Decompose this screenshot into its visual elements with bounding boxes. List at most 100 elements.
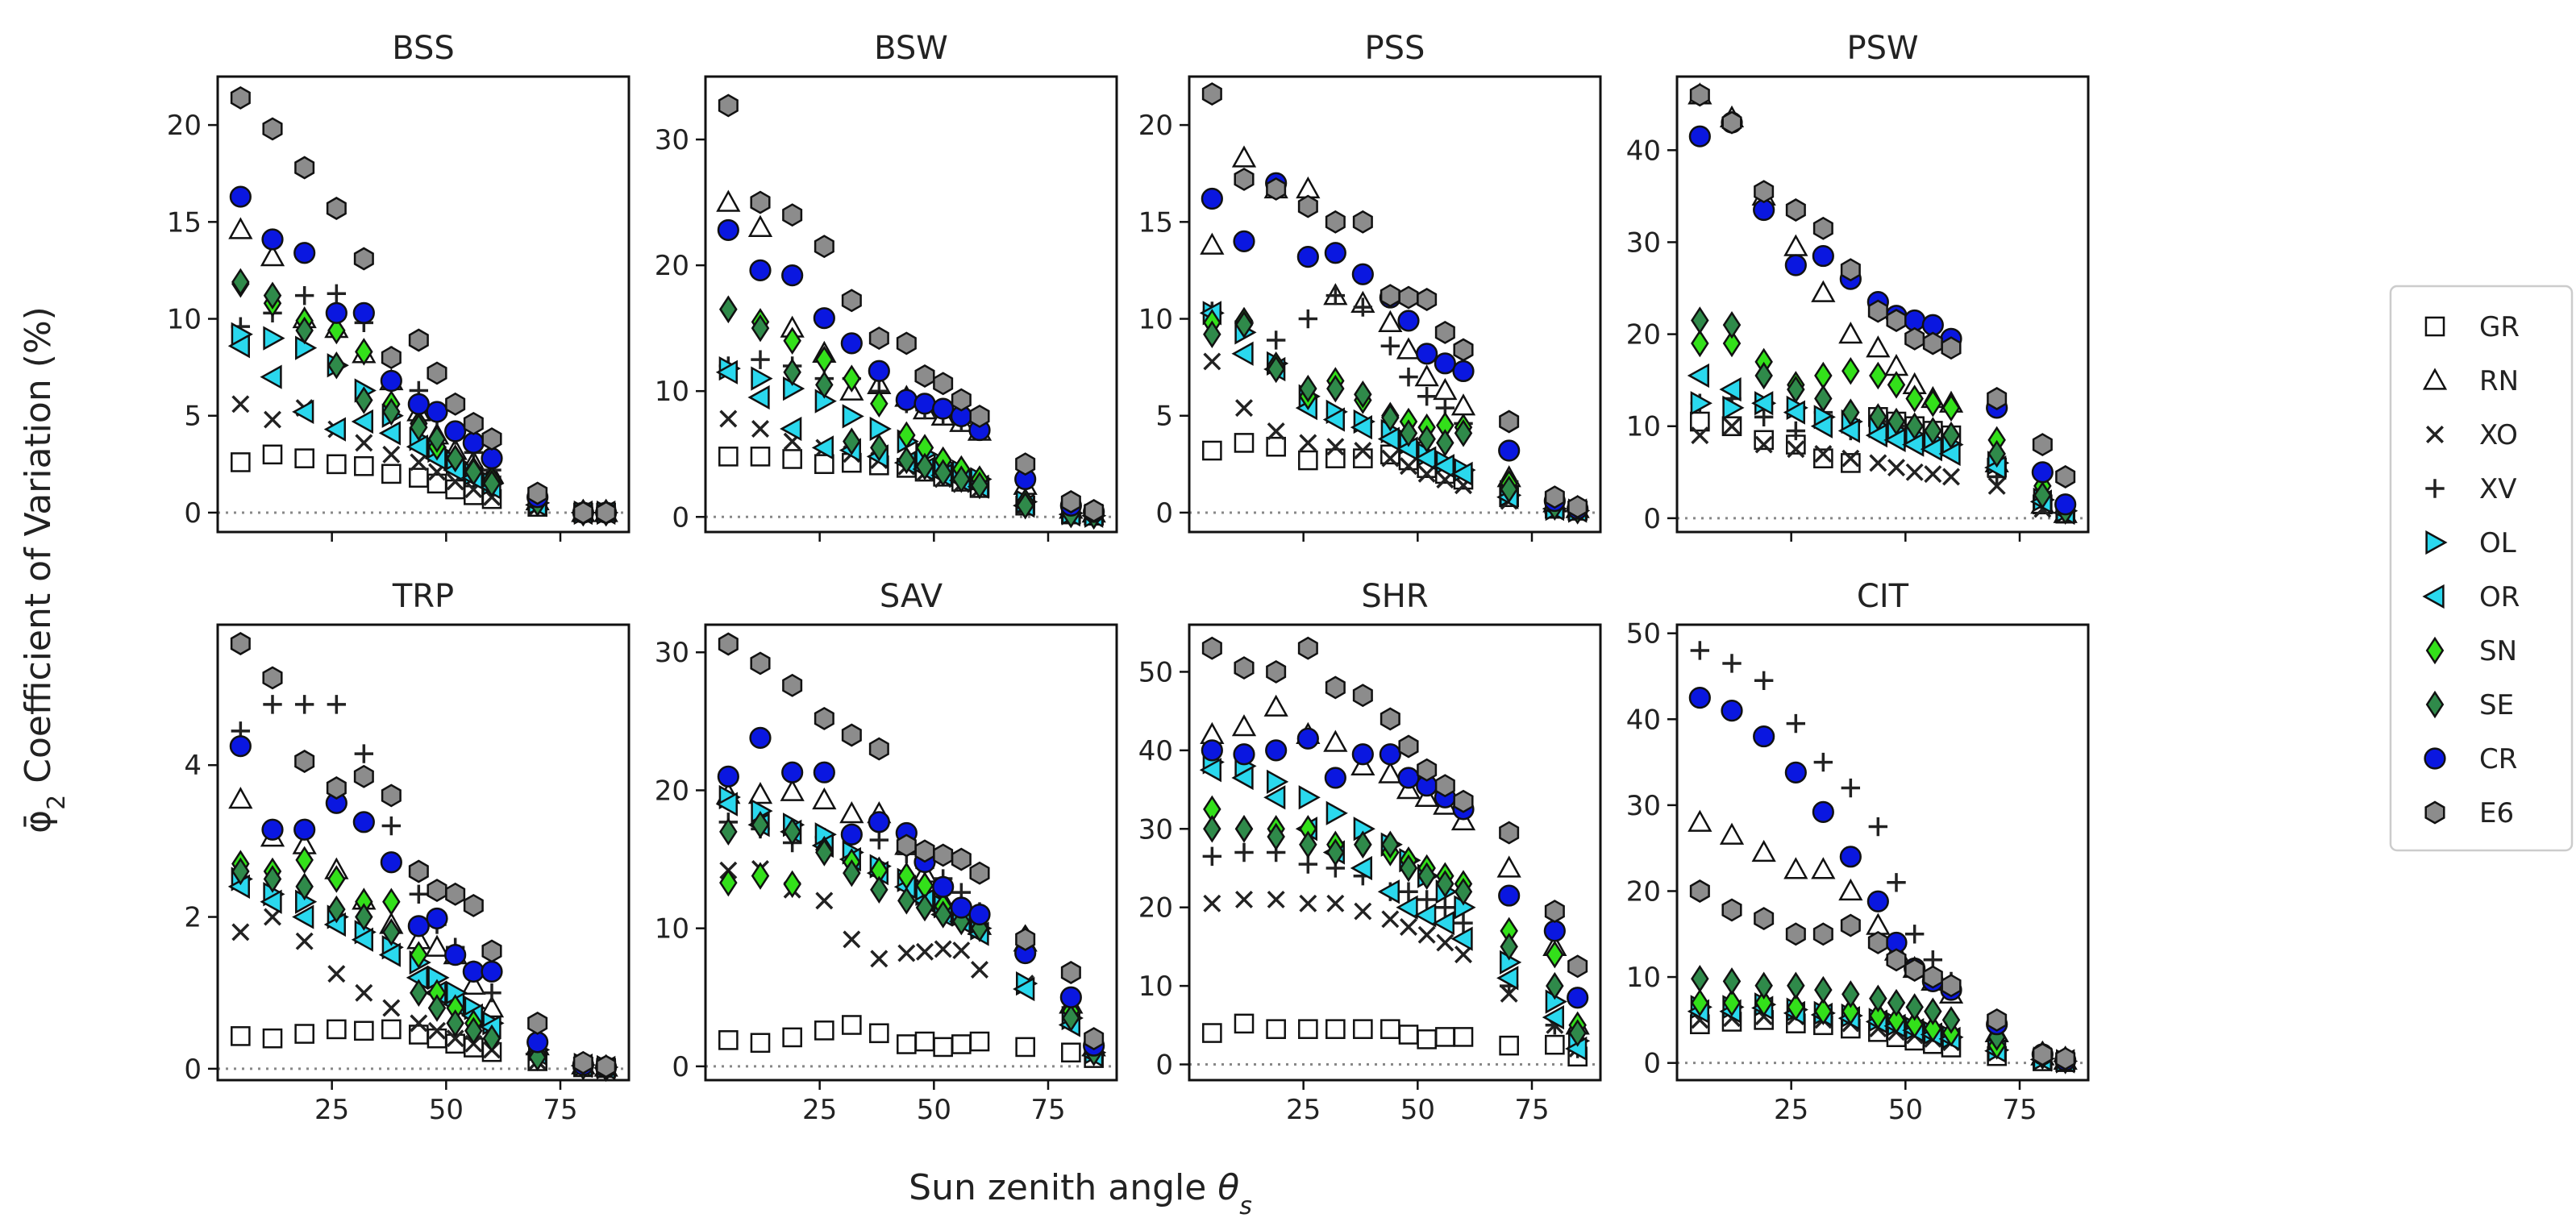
point-xv bbox=[1754, 407, 1774, 427]
point-se bbox=[1787, 971, 1805, 1000]
point-gr bbox=[1298, 450, 1318, 471]
panel-title: BSW bbox=[874, 30, 948, 67]
point-se bbox=[1869, 984, 1887, 1012]
panel-sav: SAV 0 10 20 30 25 50 75 bbox=[655, 578, 1118, 1126]
point-xo bbox=[1203, 894, 1221, 912]
point-rn bbox=[1811, 857, 1836, 879]
x-tick-label: 75 bbox=[2002, 1094, 2037, 1126]
point-e6 bbox=[1297, 194, 1318, 218]
data-markers bbox=[715, 94, 1107, 530]
point-e6 bbox=[463, 893, 484, 917]
legend-marker-e6 bbox=[2424, 800, 2445, 825]
y-tick-label: 20 bbox=[1626, 319, 1661, 351]
point-e6 bbox=[1398, 734, 1419, 759]
point-cr bbox=[1498, 884, 1521, 907]
point-or bbox=[351, 927, 373, 952]
y-tick-label: 20 bbox=[1626, 875, 1661, 908]
y-tick-label: 10 bbox=[655, 913, 689, 946]
point-gr bbox=[1841, 453, 1861, 473]
legend-label: XO bbox=[2479, 419, 2518, 451]
point-cr bbox=[1688, 125, 1711, 148]
series-e6 bbox=[230, 632, 617, 1079]
point-e6 bbox=[1987, 1008, 2008, 1032]
legend-item-or: OR bbox=[2422, 581, 2520, 613]
point-e6 bbox=[1941, 974, 1962, 998]
point-cr bbox=[1233, 743, 1255, 766]
point-xo bbox=[1400, 457, 1417, 476]
point-se bbox=[427, 994, 447, 1022]
point-or bbox=[811, 435, 834, 460]
point-xo bbox=[751, 420, 769, 439]
series-sn bbox=[719, 295, 1103, 530]
point-rn bbox=[228, 787, 253, 809]
point-xo bbox=[815, 892, 834, 910]
point-sn bbox=[1905, 384, 1924, 413]
x-tick-label: 75 bbox=[1514, 1094, 1549, 1126]
point-sn bbox=[327, 865, 346, 893]
point-sn bbox=[1869, 1001, 1887, 1030]
point-gr bbox=[1202, 1023, 1222, 1043]
panel-cit: CIT 0 10 20 30 40 50 25 50 75 bbox=[1626, 578, 2090, 1126]
point-or bbox=[1199, 758, 1221, 783]
point-xo bbox=[1235, 890, 1253, 908]
point-e6 bbox=[868, 326, 889, 351]
point-e6 bbox=[1499, 409, 1520, 434]
point-xo bbox=[971, 961, 988, 979]
point-se bbox=[1436, 429, 1454, 457]
point-se bbox=[1887, 988, 1906, 1017]
y-tick-label: 15 bbox=[167, 206, 202, 239]
point-e6 bbox=[463, 411, 484, 435]
point-gr bbox=[294, 1024, 314, 1044]
point-xo bbox=[446, 1029, 464, 1048]
point-xo bbox=[1814, 444, 1833, 463]
point-cr bbox=[1452, 360, 1475, 383]
x-tick-label: 50 bbox=[429, 1094, 464, 1126]
point-xo bbox=[1723, 417, 1741, 435]
point-gr bbox=[1353, 1019, 1373, 1039]
point-cr bbox=[1416, 343, 1438, 365]
point-cr bbox=[868, 360, 890, 382]
x-axis-label-subscript: s bbox=[1239, 1192, 1252, 1220]
point-gr bbox=[231, 1026, 251, 1046]
series-xv bbox=[231, 695, 616, 1076]
series-se bbox=[719, 295, 1103, 530]
point-e6 bbox=[1234, 656, 1255, 680]
panel-frame bbox=[1675, 623, 2090, 1082]
point-e6 bbox=[1266, 177, 1287, 201]
point-e6 bbox=[230, 632, 251, 655]
series-e6 bbox=[1689, 83, 2076, 488]
point-gr bbox=[782, 1027, 802, 1048]
point-se bbox=[482, 1024, 501, 1053]
point-xo bbox=[1267, 890, 1285, 908]
point-cr bbox=[352, 301, 375, 324]
point-cr bbox=[1397, 310, 1420, 332]
point-or bbox=[1938, 441, 1961, 467]
point-gr bbox=[1417, 1029, 1437, 1050]
point-cr bbox=[749, 259, 772, 281]
point-e6 bbox=[353, 764, 374, 788]
point-se bbox=[1568, 1019, 1587, 1047]
point-e6 bbox=[1754, 180, 1775, 204]
point-or bbox=[351, 409, 373, 434]
point-or bbox=[1396, 895, 1418, 920]
point-e6 bbox=[1812, 216, 1833, 240]
point-se bbox=[1941, 1006, 1961, 1034]
point-xo bbox=[295, 932, 314, 950]
point-se bbox=[263, 865, 282, 893]
series-xo bbox=[1203, 352, 1587, 520]
point-xo bbox=[1905, 463, 1924, 481]
point-e6 bbox=[1886, 309, 1907, 332]
point-or bbox=[260, 364, 282, 389]
point-se bbox=[355, 386, 373, 414]
point-e6 bbox=[1015, 452, 1036, 476]
point-e6 bbox=[1567, 954, 1588, 979]
point-e6 bbox=[782, 203, 803, 227]
point-gr bbox=[897, 1034, 917, 1054]
point-se bbox=[1326, 374, 1345, 403]
point-xo bbox=[1354, 442, 1372, 460]
point-se bbox=[446, 1009, 464, 1037]
point-se bbox=[382, 397, 401, 426]
point-e6 bbox=[1867, 930, 1888, 954]
y-axis-label-text: Coefficient of Variation (%) bbox=[18, 306, 59, 795]
point-se bbox=[2033, 481, 2052, 509]
